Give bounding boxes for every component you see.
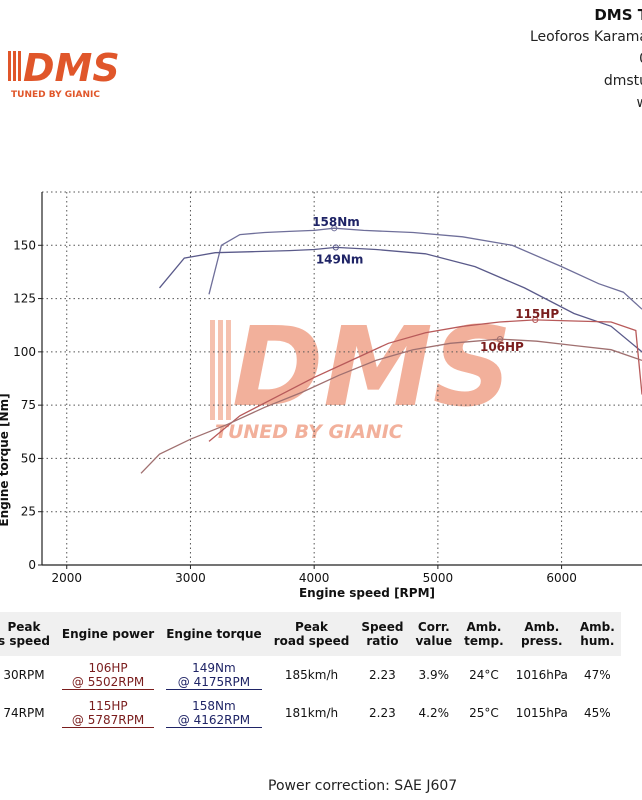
table-cell: 115HP @ 5787RPM bbox=[56, 694, 160, 732]
table-header-row: Peak s speed Engine power Engine torque Peak… bbox=[0, 612, 621, 656]
x-axis-title: Engine speed [RPM] bbox=[299, 586, 435, 600]
table-cell: 2.23 bbox=[369, 668, 396, 682]
chart-axes: 0 25 50 75 100 125 150 2000 3000 4000 5000 6000 bbox=[13, 192, 642, 585]
y-tick-label: 25 bbox=[21, 505, 36, 519]
table-cell: 47% bbox=[584, 668, 611, 682]
table-row: 74RPM 115HP @ 5787RPM 158Nm @ 4162RPM 181km/h… bbox=[0, 694, 621, 732]
y-tick-label: 75 bbox=[21, 398, 36, 412]
chart-annotations: 158Nm 149Nm 115HP 106HP bbox=[312, 215, 559, 354]
table-header-cell: Amb. temp. bbox=[458, 612, 510, 656]
table-row: 30RPM 106HP @ 5502RPM 149Nm @ 4175RPM 185km/h… bbox=[0, 656, 621, 694]
table-cell: 149Nm @ 4175RPM bbox=[160, 656, 267, 694]
series-line-power-3 bbox=[140, 338, 642, 474]
watermark-text: DMS bbox=[232, 303, 512, 431]
table-cell: 106HP @ 5502RPM bbox=[56, 656, 160, 694]
table-cell: 181km/h bbox=[284, 706, 339, 720]
peak-marker bbox=[331, 225, 338, 232]
company-name: DMS T bbox=[594, 6, 642, 24]
series-line-torque-1 bbox=[159, 246, 642, 353]
watermark: DMS TUNED BY GIANIC bbox=[210, 303, 512, 443]
watermark-tagline: TUNED BY GIANIC bbox=[215, 421, 403, 443]
peak-label: 106HP bbox=[480, 340, 524, 354]
peak-label: 149Nm bbox=[316, 252, 364, 266]
table-cell: 3.9% bbox=[418, 668, 450, 682]
series-line-torque-0 bbox=[208, 227, 642, 310]
engine-torque-value: 149Nm @ 4175RPM bbox=[166, 661, 262, 690]
table-cell: 30RPM bbox=[3, 668, 45, 682]
x-tick-label: 2000 bbox=[51, 571, 82, 585]
engine-torque-value: 158Nm @ 4162RPM bbox=[166, 699, 262, 728]
chart-series bbox=[140, 227, 642, 474]
table-cell: 2.23 bbox=[369, 706, 396, 720]
peak-label: 115HP bbox=[515, 307, 559, 321]
table-header-cell: Engine power bbox=[55, 612, 161, 656]
table-cell: 25°C bbox=[469, 706, 499, 720]
peak-label: 158Nm bbox=[312, 215, 360, 229]
engine-power-value: 106HP @ 5502RPM bbox=[61, 661, 155, 690]
logo-stripes bbox=[8, 51, 21, 81]
table-cell: 1015hPa bbox=[515, 706, 568, 720]
dms-logo: DMS TUNED BY GIANIC bbox=[8, 46, 120, 100]
power-correction-note: Power correction: SAE J607 bbox=[268, 778, 458, 794]
chart-grid bbox=[42, 191, 642, 565]
company-info: DMS T Leoforos Karama 0 dmstu w bbox=[530, 4, 642, 114]
x-tick-label: 5000 bbox=[423, 571, 454, 585]
company-address: Leoforos Karama bbox=[529, 29, 642, 45]
y-tick-label: 125 bbox=[13, 292, 36, 306]
x-tick-label: 3000 bbox=[175, 571, 206, 585]
table-header-cell: Peak road speed bbox=[267, 612, 356, 656]
y-tick-label: 0 bbox=[28, 558, 36, 572]
peak-marker bbox=[496, 335, 504, 343]
table-cell: 74RPM bbox=[3, 706, 45, 720]
table-header-cell: Speed ratio bbox=[355, 612, 410, 656]
company-email: dmstu bbox=[603, 73, 642, 89]
table-body: 30RPM 106HP @ 5502RPM 149Nm @ 4175RPM 185km/h… bbox=[0, 656, 621, 732]
table-cell: 24°C bbox=[469, 668, 499, 682]
table-header-cell: Peak s speed bbox=[0, 612, 56, 656]
table-header-cell: Corr. value bbox=[409, 612, 459, 656]
table-header-cell: Amb. press. bbox=[509, 612, 574, 656]
series-line-power-2 bbox=[208, 319, 642, 442]
logo-text: DMS bbox=[23, 46, 120, 90]
table-cell: 4.2% bbox=[418, 706, 450, 720]
table-cell: 1016hPa bbox=[515, 668, 568, 682]
y-axis-title: Engine torque [Nm] bbox=[0, 393, 11, 526]
company-website: w bbox=[530, 92, 642, 114]
table-cell: 158Nm @ 4162RPM bbox=[160, 694, 267, 732]
company-phone: 0 bbox=[530, 48, 642, 70]
peak-marker bbox=[332, 244, 339, 251]
y-tick-label: 100 bbox=[13, 345, 36, 359]
y-tick-label: 150 bbox=[13, 238, 36, 252]
table-cell: 45% bbox=[584, 706, 611, 720]
x-tick-label: 6000 bbox=[546, 571, 577, 585]
table-header-cell: Amb. hum. bbox=[573, 612, 621, 656]
y-tick-label: 50 bbox=[21, 451, 36, 465]
table-cell: 185km/h bbox=[284, 668, 339, 682]
table-header-cell: Engine torque bbox=[160, 612, 268, 656]
engine-power-value: 115HP @ 5787RPM bbox=[61, 699, 155, 728]
logo-tagline: TUNED BY GIANIC bbox=[11, 90, 100, 100]
x-tick-label: 4000 bbox=[299, 571, 330, 585]
results-table: Peak s speed Engine power Engine torque Peak… bbox=[0, 612, 621, 732]
dyno-chart: DMS TUNED BY GIANIC 0 25 50 75 100 125 150 2000… bbox=[0, 191, 642, 600]
peak-marker bbox=[532, 316, 539, 323]
